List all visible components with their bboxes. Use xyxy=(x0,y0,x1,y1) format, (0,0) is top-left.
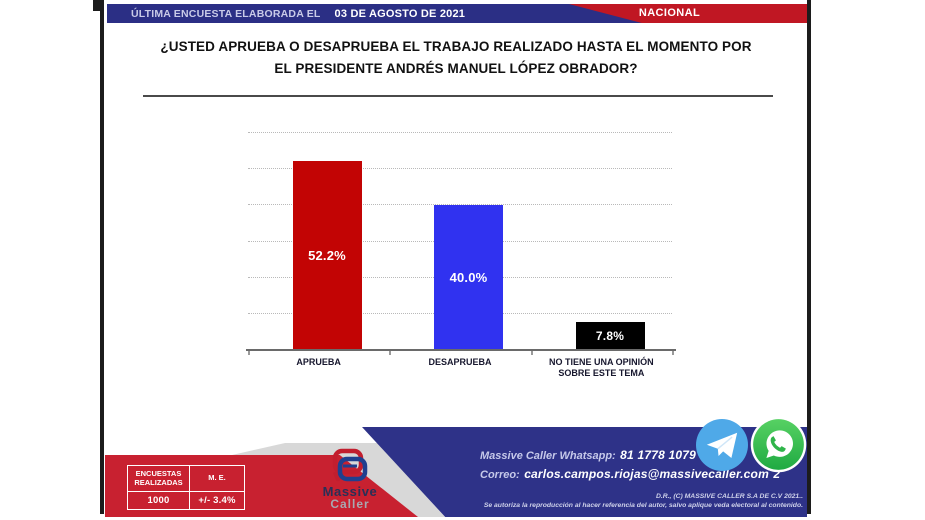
bar-aprueba-value: 52.2% xyxy=(308,248,346,264)
bar-desaprueba-value: 40.0% xyxy=(449,270,488,286)
whatsapp-number[interactable]: 81 1778 1079 xyxy=(620,448,696,462)
stats-header-me: M. E. xyxy=(190,466,244,492)
copyright-line-2: Se autoriza la reproducción al hacer ref… xyxy=(483,502,803,509)
contact-block: Massive Caller Whatsapp: 81 1778 1079 Co… xyxy=(480,446,780,484)
copyright-line-1: D.R., (C) MASSIVE CALLER S.A DE C.V 2021… xyxy=(655,493,803,500)
category-labels: APRUEBA DESAPRUEBA NO TIENE UNA OPINIÓN … xyxy=(248,357,672,379)
email-suffix: 2 xyxy=(773,467,781,481)
telegram-icon[interactable] xyxy=(696,419,748,471)
massive-caller-logo-icon xyxy=(332,448,368,482)
region-badge: NACIONAL xyxy=(638,7,701,19)
whatsapp-label: Massive Caller Whatsapp: xyxy=(480,450,616,462)
frame-left-border xyxy=(100,0,104,514)
stats-value-encuestas: 1000 xyxy=(128,492,190,509)
copyright-block: D.R., (C) MASSIVE CALLER S.A DE C.V 2021… xyxy=(383,492,803,510)
bar-aprueba: 52.2% xyxy=(292,161,362,350)
axis-tick xyxy=(248,351,250,355)
header-bar: ÚLTIMA ENCUESTA ELABORADA EL 03 DE AGOST… xyxy=(107,4,807,23)
survey-date-label: ÚLTIMA ENCUESTA ELABORADA EL xyxy=(131,7,321,20)
email-address[interactable]: carlos.campos.riojas@massivecaller.com xyxy=(524,467,769,481)
stats-header-encuestas: ENCUESTAS REALIZADAS xyxy=(128,466,190,492)
bar-chart-plot-area: 52.2% 40.0% 7.8% xyxy=(248,132,672,350)
question-title: ¿USTED APRUEBA O DESAPRUEBA EL TRABAJO R… xyxy=(105,36,807,80)
bar-sin-opinion-value: 7.8% xyxy=(595,328,625,343)
bar-desaprueba: 40.0% xyxy=(434,205,503,350)
whatsapp-line: Massive Caller Whatsapp: 81 1778 1079 xyxy=(480,446,780,465)
whatsapp-icon[interactable] xyxy=(750,416,807,473)
title-divider xyxy=(143,95,773,97)
header-red-section xyxy=(569,4,807,23)
frame-right-border xyxy=(807,0,811,514)
email-line: Correo: carlos.campos.riojas@massivecall… xyxy=(480,465,780,484)
sample-stats-table: ENCUESTAS REALIZADAS M. E. 1000 +/- 3.4% xyxy=(127,465,245,510)
axis-tick xyxy=(531,351,533,355)
survey-date-value: 03 DE AGOSTO DE 2021 xyxy=(334,7,466,20)
bar-sin-opinion: 7.8% xyxy=(575,321,645,350)
frame-corner xyxy=(93,0,104,11)
category-label-desaprueba: DESAPRUEBA xyxy=(428,357,492,367)
massive-caller-logo: Massive Caller xyxy=(308,446,392,510)
axis-tick xyxy=(389,351,391,355)
category-label-sin-opinion: NO TIENE UNA OPINIÓN SOBRE ESTE TEMA xyxy=(548,357,654,378)
question-line-2: EL PRESIDENTE ANDRÉS MANUEL LÓPEZ OBRADO… xyxy=(274,61,638,76)
gridline-60 xyxy=(248,132,672,133)
gridline-40 xyxy=(248,204,672,206)
gridline-50 xyxy=(248,168,672,170)
email-label: Correo: xyxy=(480,469,520,481)
logo-text-caller: Caller xyxy=(330,497,370,511)
logo-text-massive: Massive xyxy=(322,484,378,499)
axis-tick xyxy=(672,351,674,355)
category-label-aprueba: APRUEBA xyxy=(296,357,341,367)
stats-value-me: +/- 3.4% xyxy=(198,495,236,506)
x-axis-line xyxy=(246,349,676,351)
slide-content: ÚLTIMA ENCUESTA ELABORADA EL 03 DE AGOST… xyxy=(105,0,807,517)
question-line-1: ¿USTED APRUEBA O DESAPRUEBA EL TRABAJO R… xyxy=(160,39,752,54)
